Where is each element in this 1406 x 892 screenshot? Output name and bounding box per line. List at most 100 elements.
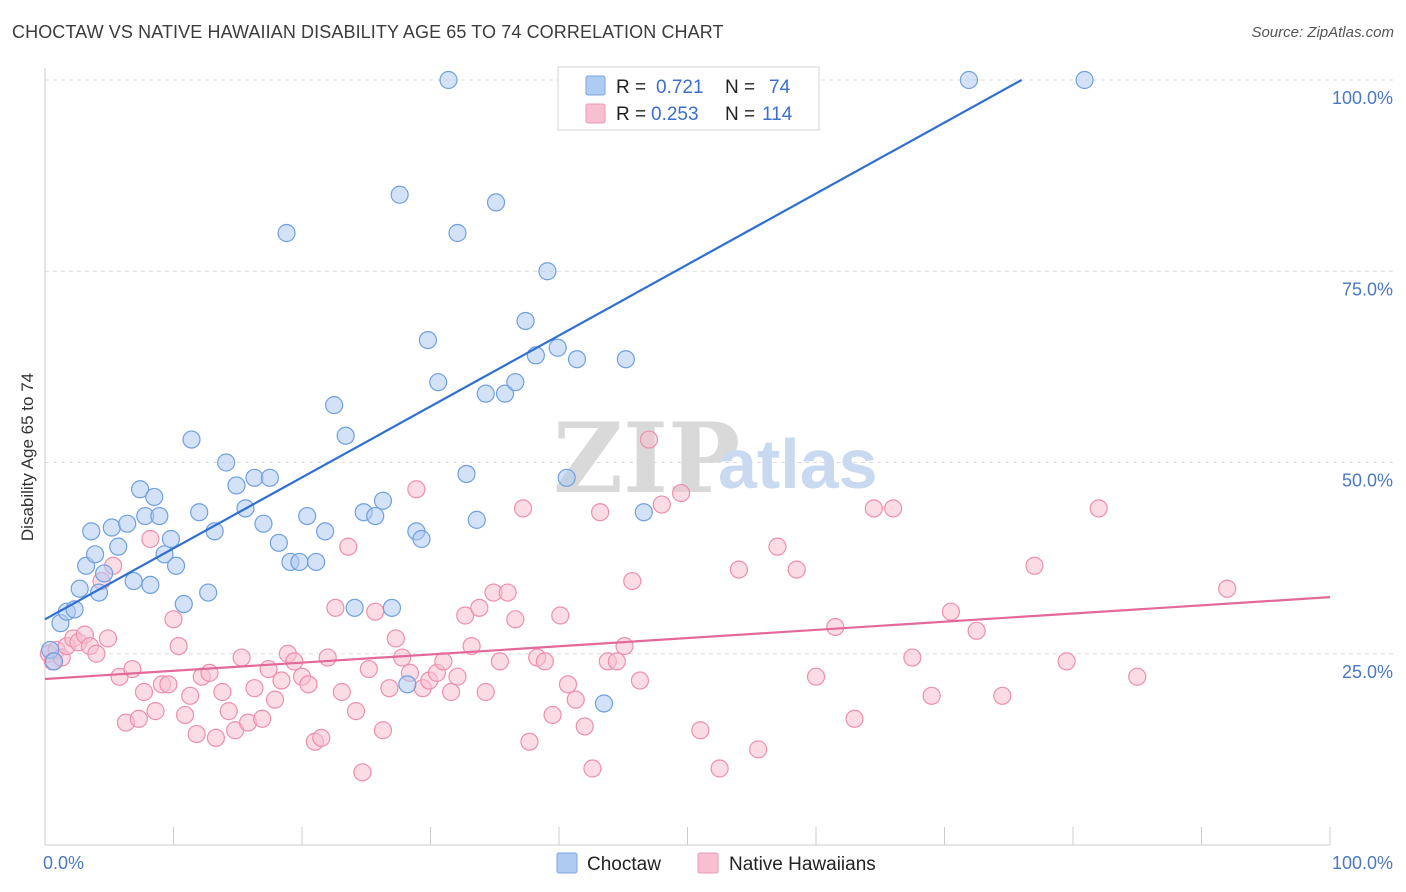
choctaw-point [199, 583, 218, 602]
native-hawaiians-point [141, 529, 160, 549]
native-hawaiians-point [729, 560, 749, 579]
legend-label-choctaw: Choctaw [587, 854, 661, 875]
native-hawaiians-point [967, 621, 986, 640]
native-hawaiians-point [346, 702, 366, 721]
watermark-zip: ZIP [553, 402, 740, 515]
choctaw-point [141, 575, 160, 595]
choctaw-point [1075, 70, 1094, 90]
choctaw-point [44, 652, 64, 671]
native-hawaiians-point [441, 682, 461, 702]
legend-n-value: 74 [769, 77, 791, 98]
native-hawaiians-point [146, 702, 165, 721]
native-hawaiians-point [615, 636, 634, 656]
native-hawaiians-point [691, 721, 710, 740]
choctaw-point [538, 262, 557, 281]
native-hawaiians-point [671, 484, 691, 503]
native-hawaiians-point [787, 560, 806, 579]
native-hawaiians-point [339, 537, 358, 556]
y-axis-label: Disability Age 65 to 74 [18, 373, 37, 541]
native-hawaiians-point [941, 602, 961, 621]
native-hawaiians-point [373, 721, 393, 740]
choctaw-point [150, 506, 169, 526]
native-hawaiians-point [806, 667, 826, 686]
choctaw-point [567, 350, 587, 369]
native-hawaiians-point [232, 648, 251, 667]
native-hawaiians-point [883, 499, 903, 518]
native-hawaiians-point [490, 652, 509, 671]
native-hawaiians-point [591, 503, 610, 522]
legend-label-native-hawaiians: Native Hawaiians [729, 854, 876, 875]
series-legend: Choctaw Native Hawaiians [556, 852, 876, 875]
choctaw-point [174, 594, 193, 614]
watermark: ZIP atlas [553, 402, 878, 515]
legend-r-value: 0.253 [651, 104, 699, 125]
choctaw-point [298, 506, 317, 526]
native-hawaiians-point [575, 717, 594, 736]
choctaw-point [109, 537, 128, 556]
choctaw-point [548, 338, 567, 357]
choctaw-point [277, 223, 296, 243]
native-hawaiians-point [903, 648, 922, 667]
native-hawaiians-point [630, 671, 650, 690]
choctaw-point [506, 373, 525, 392]
native-hawaiians-point [476, 682, 495, 702]
legend-r-label: R = [616, 104, 646, 125]
native-hawaiians-point [200, 663, 219, 682]
choctaw-point [130, 480, 150, 499]
native-hawaiians-point [359, 659, 378, 679]
y-tick-labels: 25.0% 50.0% 75.0% 100.0% [1332, 88, 1393, 682]
native-hawaiians-point [407, 480, 426, 499]
grid-lines [45, 79, 1395, 655]
native-hawaiians-point [864, 499, 883, 518]
choctaw-point [95, 564, 114, 583]
native-hawaiians-point [639, 430, 659, 449]
native-hawaiians-point [558, 675, 578, 694]
axes [44, 68, 1331, 846]
choctaw-point [254, 514, 273, 533]
choctaw-point [476, 384, 495, 403]
choctaw-point [336, 426, 355, 445]
native-hawaiians-point [456, 606, 475, 625]
legend-r-value: 0.721 [656, 77, 704, 98]
legend-n-value: 114 [762, 104, 793, 125]
native-hawaiians-point [353, 763, 372, 782]
choctaw-point [102, 518, 121, 537]
legend-n-label: N = [725, 77, 755, 98]
choctaw-point [70, 579, 89, 598]
choctaw-point [345, 598, 364, 617]
choctaw-point [86, 545, 105, 564]
choctaw-point [418, 331, 438, 350]
choctaw-point [448, 223, 467, 243]
legend-n-label: N = [725, 104, 755, 125]
native-hawaiians-point [326, 598, 345, 617]
native-hawaiians-point [87, 644, 106, 663]
native-hawaiians-point [272, 671, 291, 690]
native-hawaiians-point [285, 652, 304, 671]
x-tick-label: 0.0% [43, 853, 84, 873]
native-hawaiians-point [1025, 556, 1044, 575]
choctaw-point [260, 468, 279, 487]
choctaw-point [269, 533, 288, 552]
choctaw-point [495, 384, 515, 403]
x-tick-label: 100.0% [1332, 853, 1393, 873]
choctaw-point [616, 350, 635, 369]
choctaw-point [373, 491, 393, 510]
native-hawaiians-point [164, 610, 183, 629]
native-hawaiians-point [768, 537, 787, 556]
native-hawaiians-point [253, 709, 272, 728]
native-hawaiians-point [513, 499, 533, 518]
choctaw-point [516, 311, 535, 331]
y-tick-label: 50.0% [1342, 471, 1393, 491]
native-hawaiians-trend-line [44, 596, 1331, 681]
choctaw-point [959, 70, 979, 90]
legend-r-label: R = [616, 77, 646, 98]
choctaw-point [82, 522, 101, 541]
native-hawaiians-point [134, 682, 154, 702]
native-hawaiians-point [129, 709, 148, 728]
native-hawaiians-point [1057, 652, 1076, 671]
choctaw-point [467, 510, 486, 529]
y-tick-label: 75.0% [1342, 279, 1393, 299]
choctaw-point [161, 529, 181, 549]
choctaw-points [41, 70, 1094, 713]
choctaw-point [316, 522, 335, 541]
